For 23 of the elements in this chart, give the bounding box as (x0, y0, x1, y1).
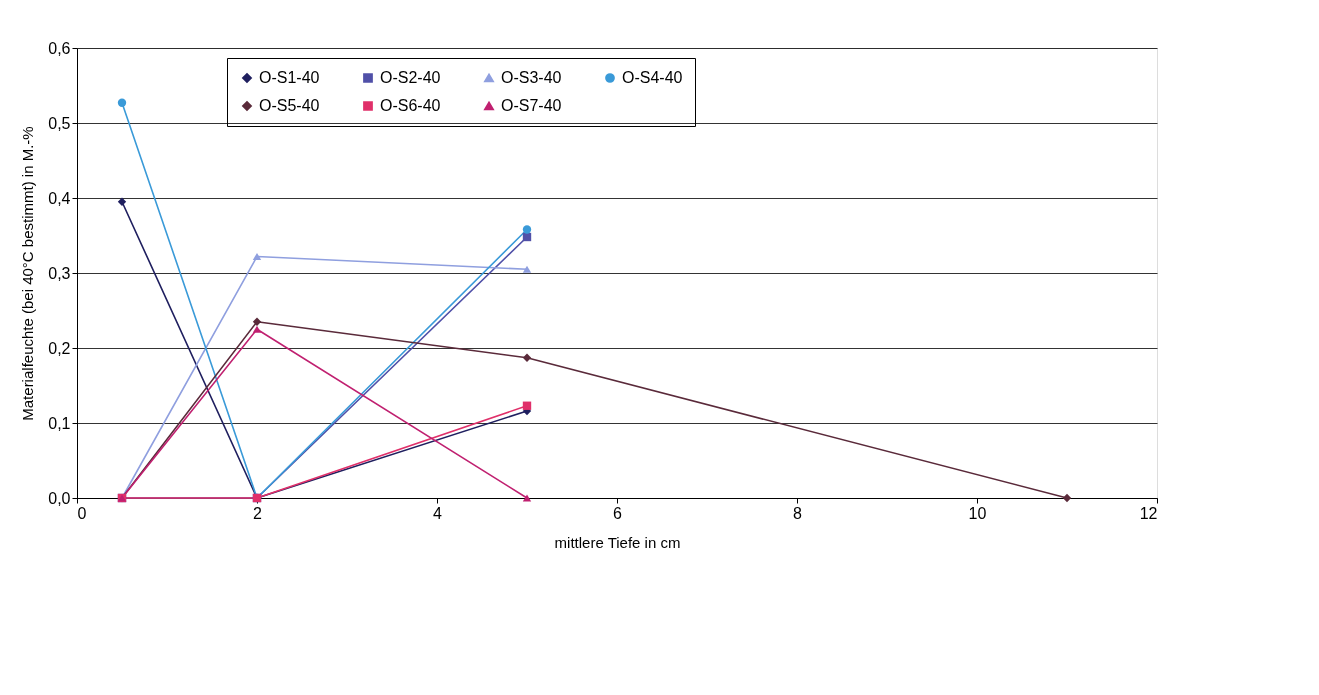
y-tick-label: 0,4 (48, 189, 71, 207)
y-tick-label: 0,1 (48, 414, 71, 432)
x-tick-label: 8 (793, 504, 803, 522)
x-tick-label: 0 (77, 504, 87, 522)
x-tick-label: 2 (253, 504, 263, 522)
y-tick-label: 0,5 (48, 114, 71, 132)
y-tick-label: 0,2 (48, 339, 71, 357)
legend-label: O-S6-40 (380, 97, 441, 114)
y-tick-label: 0,6 (48, 39, 71, 57)
y-tick-label: 0,3 (48, 264, 71, 282)
legend-label: O-S7-40 (501, 97, 562, 114)
legend-label: O-S2-40 (380, 69, 441, 86)
legend-label: O-S5-40 (259, 97, 320, 114)
y-tick-label: 0,0 (48, 489, 71, 507)
x-tick-label: 10 (968, 504, 987, 522)
x-axis-title: mittlere Tiefe in cm (554, 533, 681, 551)
legend-label: O-S4-40 (622, 69, 683, 86)
y-axis-title: Materialfeuchte (bei 40°C bestimmt) in M.-% (19, 126, 37, 421)
x-tick-label: 6 (613, 504, 623, 522)
x-tick-label: 4 (433, 504, 443, 522)
x-tick-label: 12 (1139, 504, 1158, 522)
legend-label: O-S3-40 (501, 69, 562, 86)
legend-label: O-S1-40 (259, 69, 320, 86)
